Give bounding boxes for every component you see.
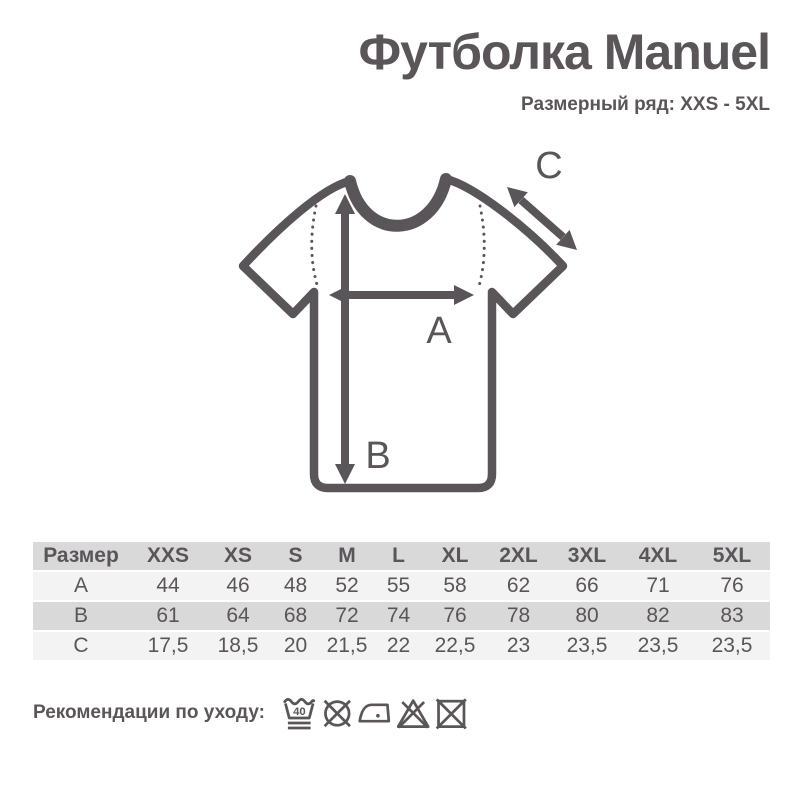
size-column-header: XXS — [129, 542, 207, 570]
header: Футболка Manuel Размерный ряд: XXS - 5XL — [359, 24, 771, 116]
size-column-header: 2XL — [485, 542, 552, 570]
size-value-cell: 17,5 — [129, 632, 207, 660]
tshirt-measurement-diagram: A B C — [238, 150, 577, 493]
size-column-header: S — [269, 542, 322, 570]
measure-label-b: B — [365, 435, 390, 477]
size-table-header-row: Размер XXS XS S M L XL 2XL 3XL 4XL 5XL — [33, 542, 770, 570]
size-value-cell: 61 — [129, 602, 207, 630]
size-row-label: C — [33, 632, 129, 660]
size-value-cell: 66 — [552, 572, 622, 600]
wash-temperature-value: 40 — [293, 706, 306, 718]
size-table: Размер XXS XS S M L XL 2XL 3XL 4XL 5XL A 44 46 48 52 55 5… — [33, 540, 770, 662]
collar — [344, 173, 452, 232]
wash-40-gentle-icon: 40 — [283, 698, 316, 730]
size-value-cell: 22,5 — [425, 632, 485, 660]
length-arrow-b — [335, 194, 355, 484]
right-seam-dotted-line — [476, 204, 486, 292]
iron-low-heat-icon — [358, 703, 391, 723]
size-column-header: 4XL — [622, 542, 694, 570]
measure-label-c: C — [535, 150, 562, 187]
size-value-cell: 46 — [207, 572, 269, 600]
size-value-cell: 82 — [622, 602, 694, 630]
size-row-label: B — [33, 602, 129, 630]
size-value-cell: 44 — [129, 572, 207, 600]
size-column-header: M — [322, 542, 372, 570]
size-value-cell: 22 — [372, 632, 425, 660]
size-value-cell: 83 — [694, 602, 770, 630]
size-value-cell: 23,5 — [622, 632, 694, 660]
left-seam-dotted-line — [310, 204, 320, 290]
sleeve-arrow-c — [507, 187, 577, 250]
size-column-header: XS — [207, 542, 269, 570]
size-column-header: 5XL — [694, 542, 770, 570]
size-column-header: XL — [425, 542, 485, 570]
width-arrow-a — [329, 285, 474, 305]
size-value-cell: 64 — [207, 602, 269, 630]
size-table-corner-header: Размер — [33, 542, 129, 570]
care-icons: 40 — [282, 693, 468, 733]
care-label: Рекомендации по уходу: — [33, 702, 265, 723]
size-table-row: C 17,5 18,5 20 21,5 22 22,5 23 23,5 23,5 23,5 — [33, 632, 770, 660]
size-value-cell: 55 — [372, 572, 425, 600]
page-title: Футболка Manuel — [358, 24, 771, 80]
size-value-cell: 23,5 — [694, 632, 770, 660]
size-table-row: B 61 64 68 72 74 76 78 80 82 83 — [33, 602, 770, 630]
size-table-row: A 44 46 48 52 55 58 62 66 71 76 — [33, 572, 770, 600]
measure-label-a: A — [426, 310, 452, 352]
do-not-tumble-dry-icon — [435, 698, 467, 730]
do-not-bleach-icon — [396, 699, 430, 729]
size-value-cell: 23,5 — [552, 632, 622, 660]
size-value-cell: 62 — [485, 572, 552, 600]
size-value-cell: 21,5 — [322, 632, 372, 660]
size-value-cell: 48 — [269, 572, 322, 600]
size-value-cell: 76 — [694, 572, 770, 600]
do-not-dry-clean-icon — [323, 699, 351, 728]
care-instructions: Рекомендации по уходу: 40 — [33, 690, 468, 736]
size-value-cell: 71 — [622, 572, 694, 600]
size-value-cell: 74 — [372, 602, 425, 630]
size-row-label: A — [33, 572, 129, 600]
size-value-cell: 72 — [322, 602, 372, 630]
size-column-header: L — [372, 542, 425, 570]
size-value-cell: 18,5 — [207, 632, 269, 660]
size-value-cell: 80 — [552, 602, 622, 630]
size-column-header: 3XL — [552, 542, 622, 570]
size-value-cell: 78 — [485, 602, 552, 630]
size-value-cell: 23 — [485, 632, 552, 660]
size-value-cell: 52 — [322, 572, 372, 600]
size-value-cell: 58 — [425, 572, 485, 600]
size-value-cell: 76 — [425, 602, 485, 630]
size-range-subtitle: Размерный ряд: XXS - 5XL — [521, 93, 770, 115]
size-table-section: Размер XXS XS S M L XL 2XL 3XL 4XL 5XL A 44 46 48 52 55 5… — [33, 540, 770, 662]
size-value-cell: 20 — [269, 632, 322, 660]
size-value-cell: 68 — [269, 602, 322, 630]
